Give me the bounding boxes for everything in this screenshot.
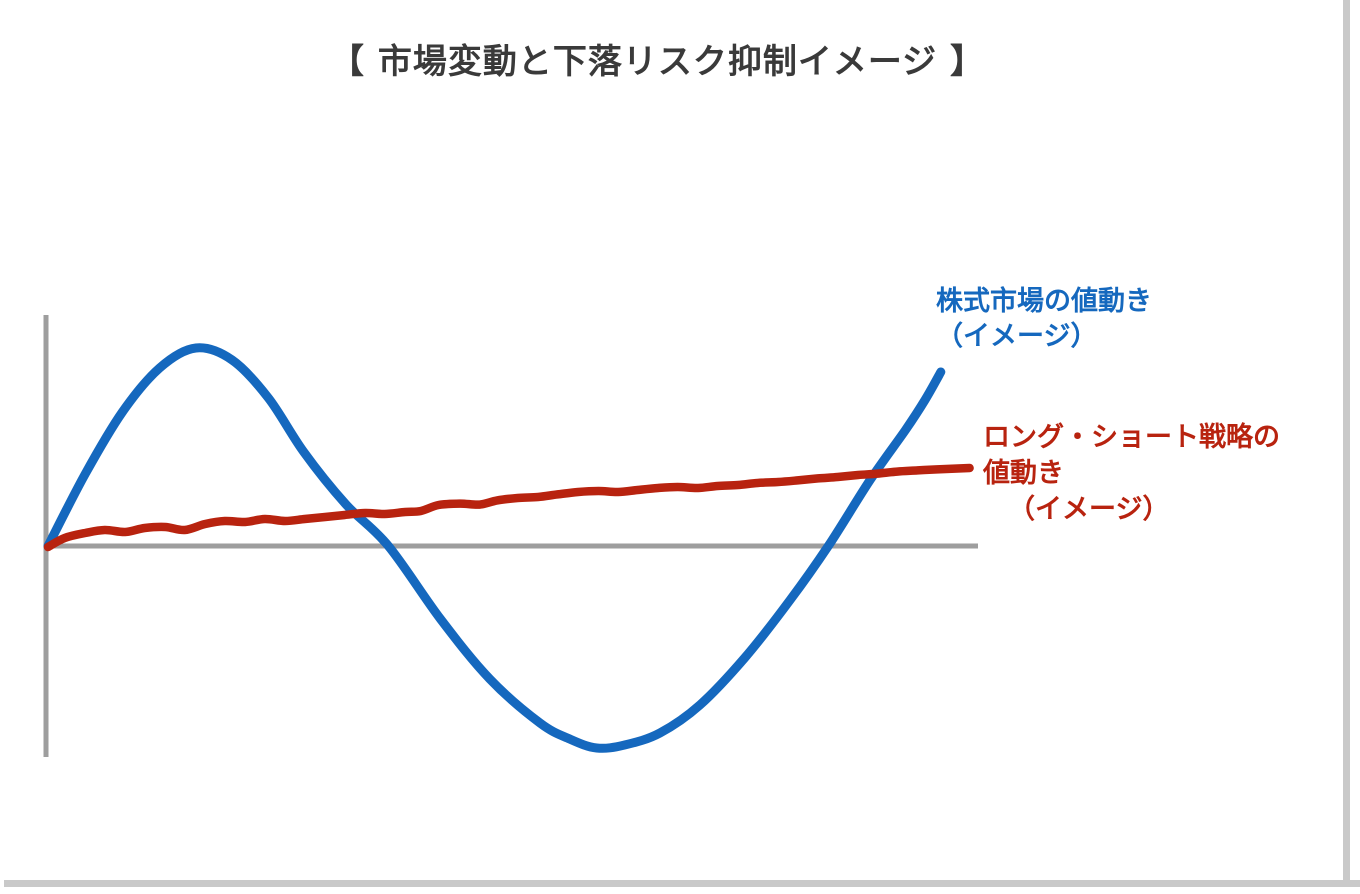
stock-series-label: 株式市場の値動き （イメージ）	[936, 284, 1152, 354]
stock-line	[43, 343, 946, 753]
page-right-border	[1343, 0, 1350, 884]
longshort-label-line2: 値動き	[983, 458, 1064, 489]
stock-label-line2: （イメージ）	[936, 321, 1098, 352]
longshort-line	[43, 463, 974, 552]
longshort-label-line3: （イメージ）	[1008, 494, 1170, 525]
chart-title: 【 市場変動と下落リスク抑制イメージ 】	[330, 42, 985, 82]
longshort-series-label: ロング・ショート戦略の 値動き （イメージ）	[983, 420, 1280, 528]
page-bottom-border	[4, 880, 1360, 887]
stock-label-line1: 株式市場の値動き	[936, 286, 1152, 317]
longshort-label-line1: ロング・ショート戦略の	[983, 422, 1280, 453]
